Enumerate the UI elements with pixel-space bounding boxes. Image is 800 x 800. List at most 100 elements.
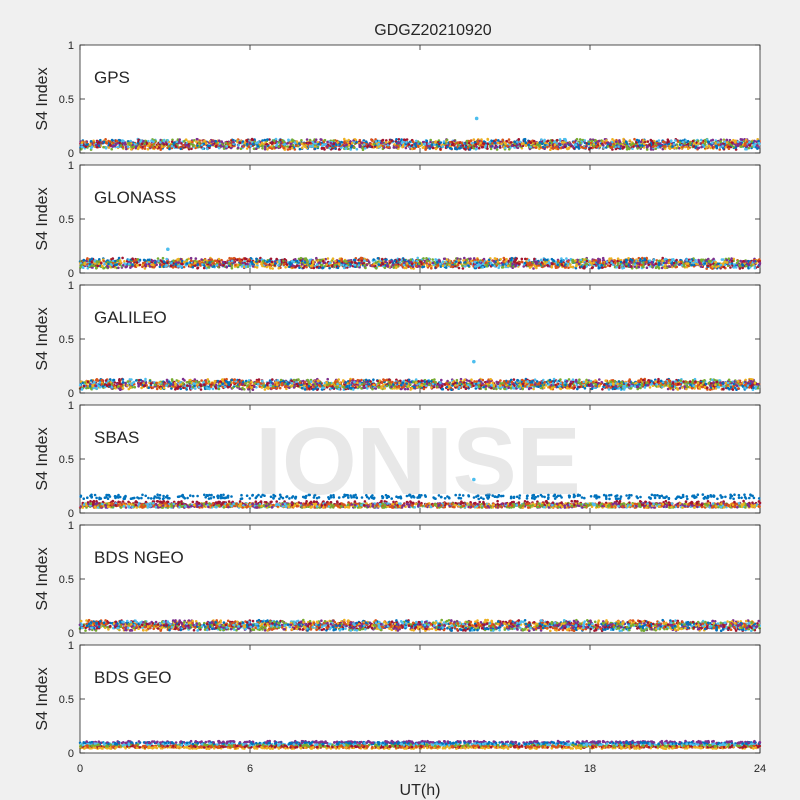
data-point	[643, 258, 647, 262]
data-point	[203, 139, 206, 142]
data-point	[550, 264, 554, 268]
data-point	[446, 145, 449, 149]
data-point	[419, 144, 422, 148]
data-point	[365, 140, 368, 143]
data-point	[681, 145, 684, 149]
data-point	[263, 145, 267, 149]
data-point	[425, 262, 429, 265]
data-point	[161, 256, 165, 260]
data-point	[543, 147, 546, 150]
data-point	[157, 259, 160, 263]
data-point	[513, 146, 516, 149]
data-point	[489, 261, 493, 265]
data-point	[317, 142, 321, 146]
data-point	[251, 265, 255, 268]
data-point	[283, 143, 287, 146]
data-point	[135, 264, 139, 267]
data-point	[577, 262, 581, 266]
data-point	[453, 139, 456, 143]
data-point	[637, 265, 641, 269]
data-point	[288, 265, 291, 269]
data-point	[728, 142, 732, 146]
data-point	[129, 266, 132, 269]
data-point	[263, 262, 267, 265]
data-point	[142, 140, 145, 143]
data-point	[201, 147, 204, 151]
data-point	[651, 263, 654, 266]
data-point	[740, 145, 743, 148]
data-point	[270, 260, 274, 264]
data-point	[701, 141, 704, 144]
data-point	[229, 143, 232, 147]
data-point	[378, 145, 381, 148]
data-point	[331, 264, 334, 268]
data-point	[86, 257, 89, 260]
data-point	[745, 145, 749, 148]
data-point	[316, 145, 320, 149]
data-point	[480, 145, 484, 149]
data-point	[487, 258, 491, 262]
data-point	[151, 259, 154, 263]
data-point	[618, 140, 622, 144]
data-point	[630, 261, 633, 264]
data-point	[729, 266, 732, 269]
data-point	[467, 261, 470, 264]
data-point	[214, 259, 217, 263]
data-point	[322, 259, 325, 263]
data-point	[474, 143, 478, 146]
data-point	[107, 146, 111, 149]
data-point	[117, 145, 120, 149]
data-point	[743, 144, 746, 147]
data-point	[328, 146, 332, 150]
data-point	[501, 138, 505, 142]
data-point	[137, 146, 140, 149]
data-point	[195, 140, 198, 143]
data-point	[337, 148, 341, 151]
data-point	[464, 148, 467, 151]
data-point	[358, 143, 361, 147]
data-point	[82, 259, 85, 262]
data-point	[625, 144, 629, 148]
data-point	[671, 145, 674, 148]
data-point	[194, 257, 198, 260]
data-point	[681, 140, 685, 144]
data-point	[328, 266, 331, 270]
data-point	[437, 145, 441, 148]
data-point	[466, 258, 469, 261]
figure-title: GDGZ20210920	[374, 22, 492, 39]
data-point	[519, 140, 522, 144]
data-point	[150, 139, 153, 142]
data-point	[656, 146, 660, 149]
data-point	[738, 267, 742, 270]
data-point	[706, 264, 709, 268]
data-point	[372, 258, 376, 261]
data-point	[645, 266, 649, 270]
data-point	[196, 263, 200, 267]
data-point	[496, 141, 500, 145]
data-point	[168, 147, 171, 151]
data-point	[633, 263, 637, 266]
data-point	[696, 139, 700, 143]
data-point	[614, 140, 618, 143]
data-point	[89, 143, 92, 146]
data-point	[566, 147, 569, 151]
data-point	[454, 260, 458, 263]
data-point	[343, 140, 346, 143]
data-point	[493, 141, 496, 145]
data-point	[758, 142, 761, 145]
data-point	[494, 138, 498, 142]
data-point	[263, 147, 267, 151]
data-point	[261, 260, 265, 263]
data-point	[649, 146, 653, 150]
data-point	[404, 146, 408, 150]
data-point	[115, 263, 119, 266]
data-point	[678, 141, 682, 144]
data-point	[755, 144, 759, 147]
data-point	[672, 143, 676, 146]
data-point	[263, 138, 267, 142]
data-point	[622, 140, 625, 143]
y-axis-label: S4 Index	[34, 67, 51, 130]
y-tick-label: 0.5	[59, 94, 74, 106]
data-point	[332, 139, 336, 142]
